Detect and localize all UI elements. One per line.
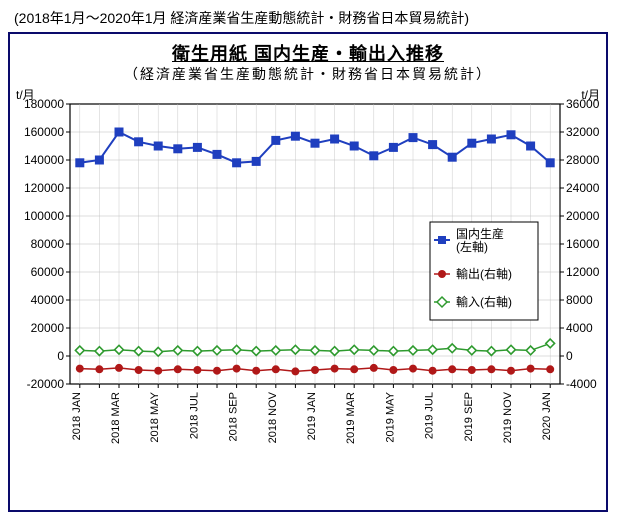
svg-text:2018 NOV: 2018 NOV: [267, 391, 279, 443]
svg-text:2018 MAY: 2018 MAY: [149, 391, 161, 442]
svg-text:2019 MAR: 2019 MAR: [345, 392, 357, 444]
svg-text:2018 JUL: 2018 JUL: [188, 392, 200, 439]
svg-text:40000: 40000: [31, 293, 65, 307]
svg-text:0: 0: [57, 349, 64, 363]
svg-text:2019 JUL: 2019 JUL: [424, 392, 436, 439]
chart-frame: 衛生用紙 国内生産・輸出入推移 （経済産業省生産動態統計・財務省日本貿易統計） …: [8, 32, 608, 512]
svg-text:28000: 28000: [566, 153, 600, 167]
svg-text:2019 JAN: 2019 JAN: [306, 392, 318, 440]
caption: (2018年1月～2020年1月 経済産業省生産動態統計・財務省日本貿易統計): [14, 8, 613, 28]
svg-text:2020 JAN: 2020 JAN: [541, 392, 553, 440]
y-axis-left-label: t/月: [16, 86, 35, 103]
svg-text:32000: 32000: [566, 125, 600, 139]
svg-text:24000: 24000: [566, 181, 600, 195]
chart-plot: -200000200004000060000800001000001200001…: [10, 34, 610, 514]
svg-text:100000: 100000: [24, 209, 64, 223]
svg-text:2019 SEP: 2019 SEP: [463, 392, 475, 442]
svg-text:(左軸): (左軸): [456, 239, 488, 254]
svg-text:2019 NOV: 2019 NOV: [502, 391, 514, 443]
chart-title: 衛生用紙 国内生産・輸出入推移: [10, 40, 606, 66]
svg-text:2018 SEP: 2018 SEP: [228, 392, 240, 442]
svg-text:8000: 8000: [566, 293, 593, 307]
svg-text:2018 JAN: 2018 JAN: [71, 392, 83, 440]
svg-text:160000: 160000: [24, 125, 64, 139]
svg-text:2018 MAR: 2018 MAR: [110, 392, 122, 444]
svg-text:4000: 4000: [566, 321, 593, 335]
y-axis-right-label: t/月: [581, 86, 600, 103]
svg-text:20000: 20000: [566, 209, 600, 223]
svg-text:国内生産: 国内生産: [456, 226, 504, 241]
svg-text:-20000: -20000: [27, 377, 65, 391]
svg-text:-4000: -4000: [566, 377, 597, 391]
svg-text:12000: 12000: [566, 265, 600, 279]
svg-text:16000: 16000: [566, 237, 600, 251]
svg-text:140000: 140000: [24, 153, 64, 167]
svg-text:0: 0: [566, 349, 573, 363]
svg-text:20000: 20000: [31, 321, 65, 335]
svg-text:80000: 80000: [31, 237, 65, 251]
svg-text:輸入(右軸): 輸入(右軸): [456, 294, 512, 309]
svg-text:120000: 120000: [24, 181, 64, 195]
chart-subtitle: （経済産業省生産動態統計・財務省日本貿易統計）: [10, 64, 606, 84]
svg-text:輸出(右軸): 輸出(右軸): [456, 266, 512, 281]
svg-text:2019 MAY: 2019 MAY: [384, 391, 396, 442]
svg-text:60000: 60000: [31, 265, 65, 279]
